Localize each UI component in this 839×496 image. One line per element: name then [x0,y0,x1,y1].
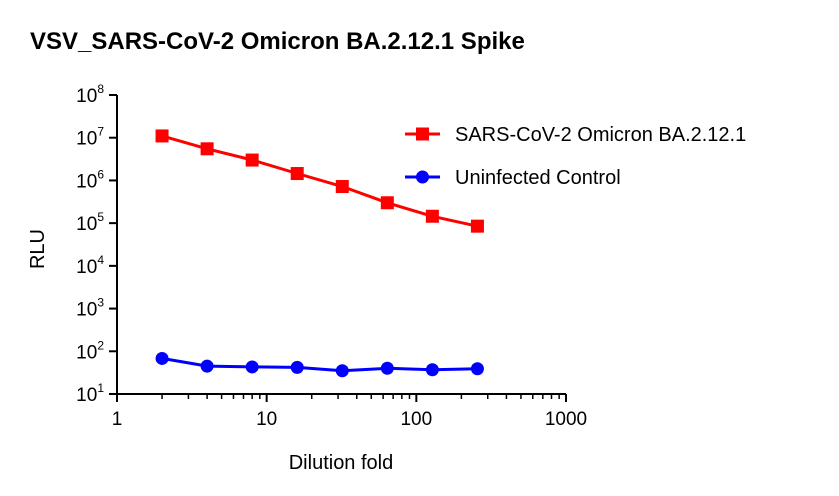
y-tick-label: 104 [76,253,104,278]
data-point-square [425,209,439,223]
x-tick-label: 1 [112,409,123,430]
data-point-square [200,142,214,156]
chart-title: VSV_SARS-CoV-2 Omicron BA.2.12.1 Spike [30,28,525,55]
series-1 [155,351,484,378]
data-point-circle [290,360,304,374]
series-line [161,356,478,373]
data-point-square [470,219,484,233]
y-tick-label: 107 [76,125,104,150]
legend-item-0: SARS-CoV-2 Omicron BA.2.12.1 [405,124,746,146]
x-tick-label: 1000 [545,409,587,430]
x-tick-label: 100 [400,409,432,430]
y-axis-label: RLU [27,229,49,269]
y-tick-label: 102 [76,338,104,363]
data-point-circle [335,364,349,378]
data-point-circle [155,351,169,365]
y-tick-label: 108 [76,82,104,107]
legend-label: SARS-CoV-2 Omicron BA.2.12.1 [455,124,746,146]
data-point-circle [380,361,394,375]
legend-marker-circle [416,170,429,184]
legend: SARS-CoV-2 Omicron BA.2.12.1 Uninfected C… [405,124,746,189]
data-point-square [290,167,304,181]
data-point-square [155,129,169,143]
legend-marker-square [416,127,429,141]
data-point-circle [425,363,439,377]
series-line [161,134,478,228]
data-point-circle [245,360,259,374]
data-point-square [335,180,349,194]
data-point-circle [470,362,484,376]
y-tick-label: 103 [76,296,104,321]
series-0 [155,129,484,233]
axes: 1 10 100 1000 101 102 103 104 105 106 107 108 [76,82,587,430]
x-tick-label: 10 [256,409,277,430]
legend-label: Uninfected Control [455,167,621,189]
y-tick-label: 105 [76,210,104,235]
legend-item-1: Uninfected Control [405,167,621,189]
data-point-square [245,153,259,167]
data-point-square [380,196,394,210]
x-axis-label: Dilution fold [289,452,394,474]
y-tick-label: 106 [76,167,104,192]
data-point-circle [200,359,214,373]
y-tick-label: 101 [76,381,104,406]
series-layer [155,129,484,378]
